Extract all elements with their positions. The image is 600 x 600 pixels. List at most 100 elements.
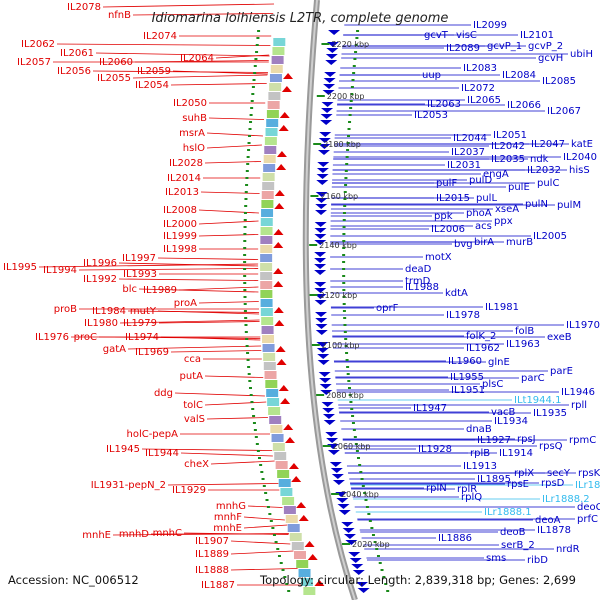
gene-label-right: glnE [488,357,510,368]
gene-label-right: rpmC [569,435,596,446]
gene-label-right: ubiH [570,49,593,60]
gene-label-right: IL2083 [463,63,497,74]
gc-block [270,65,283,73]
gene-label-left: mnhD [119,529,149,540]
gene-label-left: IL1997 [122,253,156,264]
gene-label-right: vacB [491,407,516,418]
ring-dot-inner [243,303,247,305]
ring-dot-outer [342,226,346,228]
gene-label-right: IL1981 [485,302,519,313]
gene-arrow-reverse [317,360,330,365]
gene-label-right: IL1878 [537,525,571,536]
gc-block [270,425,283,433]
ring-dot-outer [342,268,346,270]
leader-line-left [204,161,262,164]
gene-label-right: IL2089 [446,43,480,54]
ring-dot-inner [257,30,261,32]
gene-arrow-forward [307,554,318,560]
gene-label-right: gcvT [424,30,449,41]
gc-block [271,434,284,442]
ring-dot-inner [277,555,281,557]
ring-dot-outer [354,443,358,445]
gene-arrow-forward [273,268,284,274]
gene-arrow-reverse [318,372,331,377]
gene-arrow-reverse [342,528,355,533]
gc-block [261,200,274,208]
gene-label-left: IL2050 [173,98,207,109]
gc-block [264,146,277,154]
ring-dot-outer [342,240,346,242]
gene-arrow-reverse [352,570,365,575]
gene-label-left: IL2008 [163,205,197,216]
gene-arrow-forward [273,242,284,248]
ring-dot-outer [352,72,356,74]
gene-label-right: visC [456,30,477,41]
ring-dot-inner [251,408,255,410]
ring-dot-outer [344,170,348,172]
gene-arrow-forward [273,281,284,287]
gene-arrow-forward [278,125,289,131]
leader-line-left [160,336,261,341]
ring-dot-inner [250,401,254,403]
gene-arrow-reverse [316,168,329,173]
gene-label-right: IL2040 [563,152,597,163]
gc-block [303,587,316,595]
gene-arrow-forward [283,73,294,79]
ring-dot-outer [384,583,388,585]
gene-label-right: ILr1888.3 [575,480,600,491]
gene-arrow-forward [274,320,285,326]
gene-arrow-reverse [318,150,331,155]
ring-dot-outer [347,128,351,130]
gene-label-right: IL1928 [418,444,452,455]
ring-dot-inner [243,254,247,256]
gene-arrow-reverse [324,72,337,77]
ring-dot-inner [243,212,247,214]
tick-label: 2220 kbp [331,40,369,49]
gc-block [285,515,298,523]
gene-arrow-reverse [315,192,328,197]
gc-skew-blocks [243,30,390,595]
gene-label-left: ddg [154,388,173,399]
gene-label-left: IL1980 [84,318,118,329]
gene-arrow-forward [284,437,295,443]
ring-dot-outer [349,107,353,109]
gene-arrow-reverse [326,48,339,53]
gene-label-left: IL2078 [67,2,101,13]
gene-label-right: deaD [405,264,432,275]
leader-line-left [170,350,262,353]
gene-arrow-reverse [315,204,328,209]
ring-dot-outer [354,44,358,46]
gene-label-right: rpll [571,400,587,411]
gene-label-left: nfnB [108,10,131,21]
gene-label-right: rpsE [507,479,529,490]
gene-label-left: IL1994 [43,265,77,276]
ring-dot-inner [249,114,253,116]
ring-dot-outer [373,541,377,543]
ring-dot-inner [243,219,247,221]
gene-arrow-reverse [321,102,334,107]
gene-label-right: IL2015 [436,193,470,204]
ring-dot-inner [243,233,247,235]
gene-label-right: IL2032 [527,165,561,176]
ring-dot-outer [358,464,362,466]
gene-label-left: putA [180,371,204,382]
ring-dot-inner [253,429,257,431]
gc-block [263,362,276,370]
gene-arrow-reverse [315,324,328,329]
gene-label-left: IL1979 [123,318,157,329]
gc-block [275,461,288,469]
ring-dot-inner [274,541,278,543]
ring-dot-outer [351,422,355,424]
gene-arrow-reverse [322,414,335,419]
ring-dot-outer [344,345,348,347]
gene-label-left: IL1989 [143,285,177,296]
ring-dot-outer [349,401,353,403]
gene-label-right: IL2044 [453,133,487,144]
ring-dot-inner [247,366,251,368]
leader-line-left [206,417,268,420]
ring-dot-outer [382,576,386,578]
gene-arrow-reverse [318,144,331,149]
gene-label-right: IL1951 [451,385,485,396]
